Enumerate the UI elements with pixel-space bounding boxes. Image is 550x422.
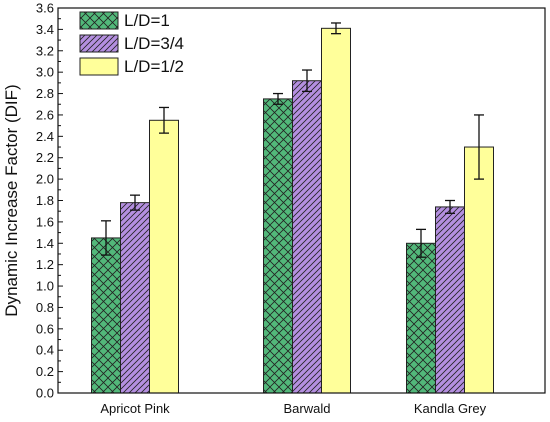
y-tick-label: 3.0 <box>36 65 54 80</box>
legend-swatch-hatch <box>80 12 118 29</box>
y-tick-label: 1.0 <box>36 279 54 294</box>
y-tick-label: 0.4 <box>36 343 54 358</box>
bar-hatch-l-d-3-4 <box>120 202 150 393</box>
y-tick-label: 3.2 <box>36 43 54 58</box>
legend-swatch <box>79 57 119 76</box>
y-tick-label: 3.6 <box>36 1 54 16</box>
y-tick-label: 2.0 <box>36 172 54 187</box>
y-tick-label: 0.2 <box>36 364 54 379</box>
bar-hatch-l-d-1 <box>91 237 121 393</box>
bar-l-d-1-2 <box>321 27 351 394</box>
bar-l-d-1-2 <box>149 119 179 394</box>
bars-group <box>91 27 494 394</box>
y-tick-label: 1.4 <box>36 236 54 251</box>
y-axis-title: Dynamic Increase Factor (DIF) <box>2 84 21 316</box>
bar-hatch-l-d-3-4 <box>292 80 322 393</box>
x-axis-labels: Apricot Pink Barwald Kandla Grey <box>100 401 486 416</box>
plot-frame <box>57 7 546 394</box>
y-tick-label: 2.4 <box>36 129 54 144</box>
y-tick-label: 2.6 <box>36 107 54 122</box>
legend-swatch-hatch <box>80 35 118 52</box>
error-bars-group <box>101 22 484 258</box>
y-tick-label: 0.6 <box>36 321 54 336</box>
legend-label: L/D=1/2 <box>124 57 184 76</box>
x-tick-label: Kandla Grey <box>414 401 487 416</box>
y-tick-label: 0.8 <box>36 300 54 315</box>
y-tick-label: 2.8 <box>36 86 54 101</box>
x-tick-label: Apricot Pink <box>100 401 170 416</box>
y-tick-label: 0.0 <box>36 386 54 401</box>
y-tick-label: 2.2 <box>36 150 54 165</box>
bar-hatch-l-d-1 <box>406 243 436 393</box>
x-tick-label: Barwald <box>284 401 331 416</box>
y-axis-ticks: 0.0 0.2 0.4 0.6 0.8 1.0 1.2 1.4 1.6 1.8 2.0 2.2 2.4 2… <box>36 1 63 401</box>
bar-hatch-l-d-3-4 <box>435 206 465 393</box>
bar-hatch-l-d-1 <box>263 98 293 394</box>
bar-l-d-1-2 <box>464 146 494 394</box>
y-tick-label: 3.4 <box>36 22 54 37</box>
legend-label: L/D=3/4 <box>124 34 184 53</box>
legend: L/D=1 L/D=3/4 L/D=1/2 <box>79 11 184 76</box>
y-tick-label: 1.6 <box>36 214 54 229</box>
y-tick-label: 1.8 <box>36 193 54 208</box>
legend-label: L/D=1 <box>124 11 170 30</box>
y-tick-label: 1.2 <box>36 257 54 272</box>
